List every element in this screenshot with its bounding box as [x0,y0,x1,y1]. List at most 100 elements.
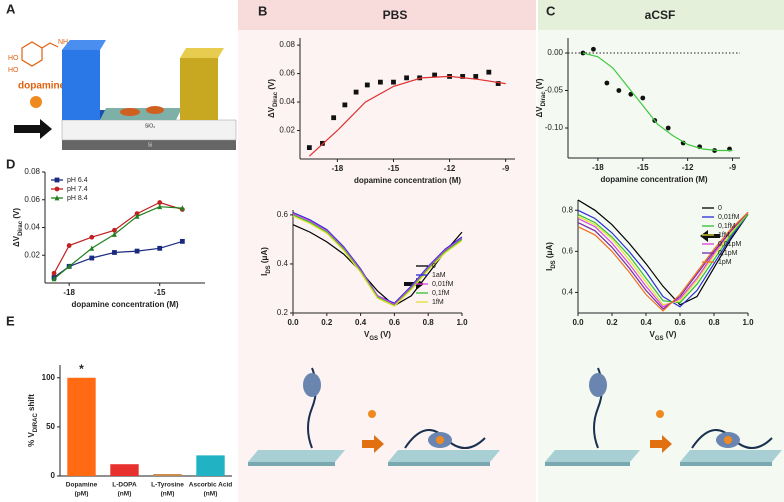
panel-label: C [546,3,556,18]
marker [616,88,622,93]
legend-label: pH 8.4 [67,195,88,202]
marker [54,195,60,201]
x-tick-unit: (nM) [118,491,132,498]
label-part: GS [655,336,664,342]
atom-label: HO [8,55,19,62]
x-axis-label: VGS (V) [650,330,677,341]
marker [404,75,409,81]
atom-label: NH₂ [58,39,71,46]
y-tick-label: 0.06 [279,69,295,78]
series-line [577,211,749,308]
marker [473,74,479,79]
x-tick-unit: (nM) [204,491,218,498]
label-part: V [364,330,370,339]
marker [460,74,466,79]
y-axis-label: % VDIRAC shift [27,394,38,447]
marker [66,263,72,269]
y-axis-label: ΔVDirac (V) [12,208,23,247]
bar [196,455,225,476]
series-line [308,75,506,157]
y-tick-label: 0.00 [547,48,563,57]
x-tick-label: 0.2 [321,318,333,327]
marker [391,79,396,85]
series-line [577,211,749,312]
atom-label: HO [8,67,19,74]
legend-label: 0,1pM [718,250,738,257]
x-tick-label: 1.0 [742,318,754,327]
x-tick-label: Ascorbic Acid [189,482,232,489]
marker [179,205,185,211]
marker [54,186,60,192]
aptamer-schematic [545,367,782,466]
marker [112,250,117,255]
panel-label: B [258,3,267,18]
x-tick-label: -9 [729,163,737,172]
legend-label: 1fM [718,232,730,239]
device-diagram: HO HO NH₂ dopamine SiO₂ Si [8,39,237,150]
marker [134,248,140,254]
legend-label: 1fM [432,299,444,306]
y-tick-label: 0.02 [24,250,40,259]
label-part: (V) [267,79,276,92]
marker [112,231,117,237]
label-part: (μA) [545,242,554,261]
label-part: dopamine concentration (M) [71,300,178,309]
y-tick-label: 0.4 [562,288,574,297]
marker [486,69,492,75]
label-part: DS [551,260,557,268]
x-tick-label: L-DOPA [112,482,137,489]
marker [66,243,72,248]
y-tick-label: 0 [51,471,56,480]
x-axis-label: VGS (V) [364,330,391,341]
y-tick-label: 50 [46,422,55,431]
marker [604,80,610,86]
panel-c-header [538,0,784,30]
label-part: Dirac [541,91,547,107]
annotation: * [79,362,84,376]
label-part: Dirac [273,91,279,107]
marker [112,227,117,233]
marker [331,115,337,121]
panel-header: aCSF [645,8,676,22]
x-tick-label: 0.4 [640,318,652,327]
marker [54,177,60,183]
bar [110,464,139,476]
x-tick-label: 0.0 [287,318,299,327]
legend-label: 1pM [718,259,732,266]
series-line [292,224,463,307]
x-tick-label: 0.8 [708,318,720,327]
label-part: DS [266,265,272,273]
label-part: (V) [378,330,391,339]
label-part: ΔV [267,106,276,118]
y-tick-label: 0.4 [277,259,289,268]
marker [89,255,95,261]
x-tick-label: 0.6 [389,318,401,327]
series-line [53,240,183,278]
y-axis-label: ΔVDirac (V) [535,78,546,117]
y-tick-label: 0.2 [277,308,289,317]
y-tick-label: 0.08 [24,167,40,176]
marker [495,81,501,86]
x-tick-label: Dopamine [66,482,98,489]
bar [67,377,96,476]
series-line [292,215,463,307]
y-tick-label: 100 [42,373,56,382]
label-part: DIRAC [33,413,39,433]
y-tick-label: 0.04 [279,97,295,106]
x-tick-unit: (nM) [161,491,175,498]
y-tick-label: 0.06 [24,195,40,204]
marker [157,203,163,210]
marker [320,140,325,146]
x-tick-label: -15 [637,163,649,172]
x-tick-label: 0.4 [355,318,367,327]
y-tick-label: 0.04 [24,223,40,232]
series-line [582,52,733,152]
marker [364,82,370,88]
panel-label: E [6,313,15,328]
y-tick-label: 0.08 [279,40,295,49]
label-part: (V) [664,330,677,339]
y-axis-label: IDS (μA) [260,247,271,276]
label-part: % V [27,432,36,447]
marker [134,213,140,219]
